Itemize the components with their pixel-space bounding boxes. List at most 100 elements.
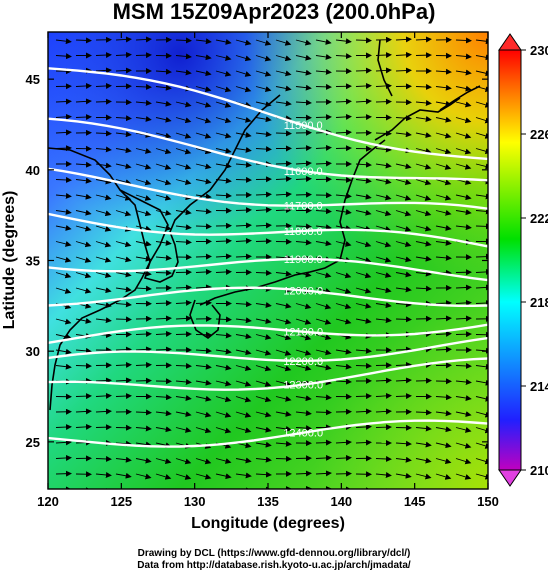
y-tick-label: 45 xyxy=(26,72,40,87)
wind-vector xyxy=(355,114,372,121)
wind-vector xyxy=(375,82,392,89)
wind-vector xyxy=(315,160,332,167)
wind-vector xyxy=(55,241,72,247)
wind-vector xyxy=(435,473,452,480)
wind-vector xyxy=(375,130,392,137)
wind-vector xyxy=(175,224,192,231)
wind-vector xyxy=(115,393,132,400)
wind-vector xyxy=(435,254,452,261)
wind-vector xyxy=(475,223,488,230)
wind-vector xyxy=(375,272,392,278)
wind-vector xyxy=(135,346,152,353)
wind-vector xyxy=(415,473,432,480)
wind-vector xyxy=(75,287,92,294)
wind-vector xyxy=(95,146,112,153)
wind-vector xyxy=(395,286,412,293)
wind-vector xyxy=(195,193,212,200)
wind-vector xyxy=(175,163,192,170)
colorbar-scale xyxy=(498,49,522,471)
wind-vector xyxy=(375,225,392,232)
wind-vector xyxy=(95,194,112,201)
wind-vector xyxy=(295,223,312,230)
wind-vector xyxy=(55,256,72,263)
wind-vector xyxy=(75,423,92,430)
wind-vector xyxy=(115,179,132,185)
wind-vector xyxy=(135,425,152,432)
wind-vector xyxy=(195,86,212,92)
wind-vector xyxy=(215,238,232,245)
wind-vector xyxy=(315,287,332,294)
wind-vector xyxy=(95,241,112,248)
wind-vector xyxy=(115,286,132,293)
wind-vector xyxy=(355,439,372,446)
wind-vector xyxy=(395,241,412,248)
wind-vector xyxy=(115,472,132,479)
wind-vector xyxy=(335,209,352,215)
wind-vector xyxy=(335,303,352,310)
wind-vector xyxy=(155,68,172,75)
wind-vector xyxy=(215,147,232,154)
wind-vector xyxy=(55,454,72,461)
wind-vector xyxy=(175,148,192,155)
wind-vector xyxy=(335,318,352,325)
wind-vector xyxy=(275,318,292,325)
wind-vector xyxy=(275,85,292,92)
wind-vector xyxy=(395,456,412,463)
wind-vector xyxy=(235,86,252,93)
coastline-japan xyxy=(199,139,386,306)
wind-vector xyxy=(395,301,412,308)
wind-vector xyxy=(175,299,192,306)
wind-vector xyxy=(75,393,92,400)
wind-vector xyxy=(155,315,172,322)
wind-vector xyxy=(435,330,452,337)
wind-vector xyxy=(435,315,452,322)
wind-vector xyxy=(335,53,352,60)
wind-vector xyxy=(155,148,172,155)
wind-vector xyxy=(335,439,352,446)
wind-vector xyxy=(375,178,392,185)
colorbar-tick-label: 218 xyxy=(530,295,548,310)
contour-label: 11500.0 xyxy=(284,120,323,132)
wind-vector xyxy=(175,53,192,60)
wind-vector xyxy=(315,364,332,371)
wind-vector xyxy=(55,363,72,370)
wind-vector xyxy=(75,98,92,105)
contour-line xyxy=(48,336,488,363)
wind-vector xyxy=(55,129,72,136)
wind-vector xyxy=(415,240,432,247)
wind-vector xyxy=(95,178,112,185)
wind-vector xyxy=(95,225,112,232)
wind-vector xyxy=(475,268,488,275)
wind-vector xyxy=(135,331,152,338)
contour-label: 12100.0 xyxy=(283,327,323,339)
wind-vector xyxy=(375,377,392,384)
wind-vector xyxy=(215,86,232,93)
wind-vector xyxy=(105,488,112,489)
wind-vector xyxy=(395,210,412,217)
wind-vector xyxy=(455,117,472,124)
wind-vector xyxy=(255,456,272,463)
wind-vector xyxy=(255,131,272,138)
wind-vector xyxy=(385,488,392,489)
wind-vector xyxy=(415,409,432,416)
wind-vector xyxy=(155,163,172,170)
y-tick-label: 25 xyxy=(26,435,40,450)
wind-vector xyxy=(455,315,472,322)
wind-vector xyxy=(456,490,470,494)
wind-vector xyxy=(275,39,292,46)
wind-vector xyxy=(275,70,292,77)
y-axis-ticks: 25 30 35 40 45 xyxy=(26,72,488,450)
wind-vector xyxy=(255,116,272,123)
wind-vector xyxy=(435,239,452,246)
colorbar: 210 214 218 222 226 230 xyxy=(498,33,548,487)
wind-vector xyxy=(115,147,132,154)
wind-vector xyxy=(175,132,192,139)
wind-vector xyxy=(235,457,252,464)
wind-vector xyxy=(255,426,272,433)
contour-line xyxy=(48,167,488,210)
wind-vector xyxy=(95,272,112,278)
wind-vector xyxy=(275,395,292,402)
wind-vector xyxy=(75,318,92,324)
wind-vector xyxy=(115,377,132,384)
wind-vector xyxy=(135,457,152,464)
